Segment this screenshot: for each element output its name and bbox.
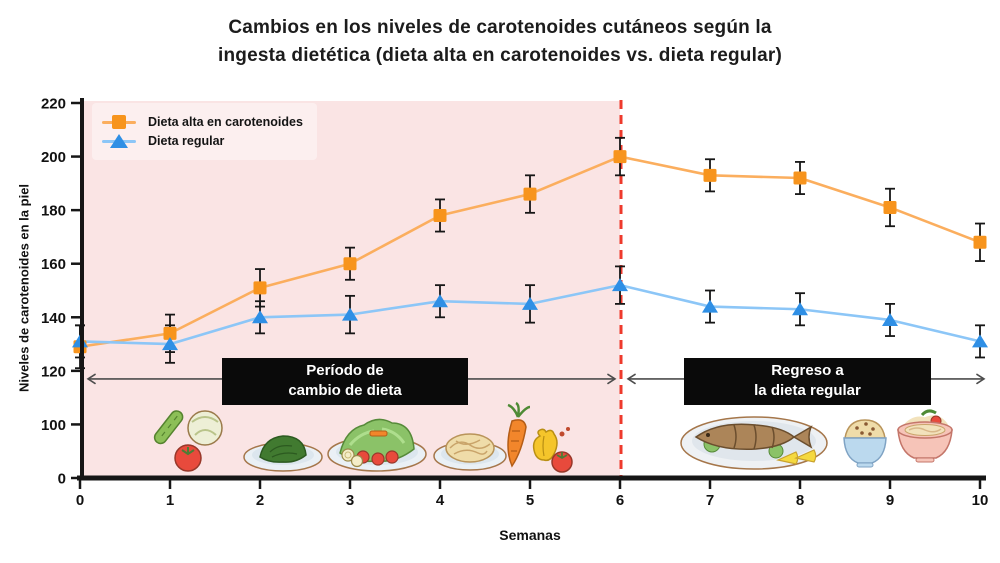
rice-bowl-icon (843, 419, 887, 468)
svg-text:4: 4 (436, 492, 445, 509)
orange-square-marker-icon (112, 115, 126, 129)
svg-text:100: 100 (41, 417, 66, 434)
carrot-pepper-tomato-icon (507, 401, 573, 473)
svg-text:3: 3 (346, 492, 354, 509)
svg-text:6: 6 (616, 492, 624, 509)
legend-label: Dieta alta en carotenoides (148, 115, 303, 129)
svg-text:140: 140 (41, 310, 66, 327)
salad-plate-icon (327, 418, 427, 472)
svg-text:7: 7 (706, 492, 714, 509)
x-axis-label: Semanas (499, 527, 561, 543)
noodle-bowl-icon (897, 409, 953, 463)
legend: Dieta alta en carotenoides Dieta regular (92, 103, 317, 160)
svg-text:1: 1 (166, 492, 174, 509)
svg-text:220: 220 (41, 96, 66, 113)
fish-plate-icon (680, 416, 828, 470)
svg-text:160: 160 (41, 256, 66, 273)
svg-text:9: 9 (886, 492, 894, 509)
svg-text:180: 180 (41, 203, 66, 220)
svg-text:8: 8 (796, 492, 804, 509)
svg-text:0: 0 (76, 492, 84, 509)
spinach-plate-icon (243, 435, 323, 472)
legend-item-high-carotenoid-diet: Dieta alta en carotenoides (102, 115, 303, 129)
legend-item-regular-diet: Dieta regular (102, 134, 303, 148)
chart-title-line1: Cambios en los niveles de carotenoides c… (228, 17, 772, 38)
pasta-plate-icon (433, 433, 507, 471)
diet-change-period-annotation: Período de cambio de dieta (222, 358, 468, 405)
chart-title: Cambios en los niveles de carotenoides c… (0, 14, 1000, 69)
svg-text:0: 0 (58, 471, 66, 488)
svg-text:2: 2 (256, 492, 264, 509)
svg-text:5: 5 (526, 492, 534, 509)
return-to-regular-diet-annotation: Regreso a la dieta regular (684, 358, 931, 405)
svg-text:10: 10 (972, 492, 989, 509)
svg-text:200: 200 (41, 149, 66, 166)
cucumber-cabbage-tomato-icon (153, 410, 223, 472)
svg-text:120: 120 (41, 363, 66, 380)
blue-triangle-marker-icon (110, 134, 128, 148)
legend-label: Dieta regular (148, 134, 225, 148)
y-axis-label: Niveles de carotenoides en la piel (16, 183, 32, 393)
chart-title-line2: ingesta dietética (dieta alta en caroten… (218, 44, 782, 66)
